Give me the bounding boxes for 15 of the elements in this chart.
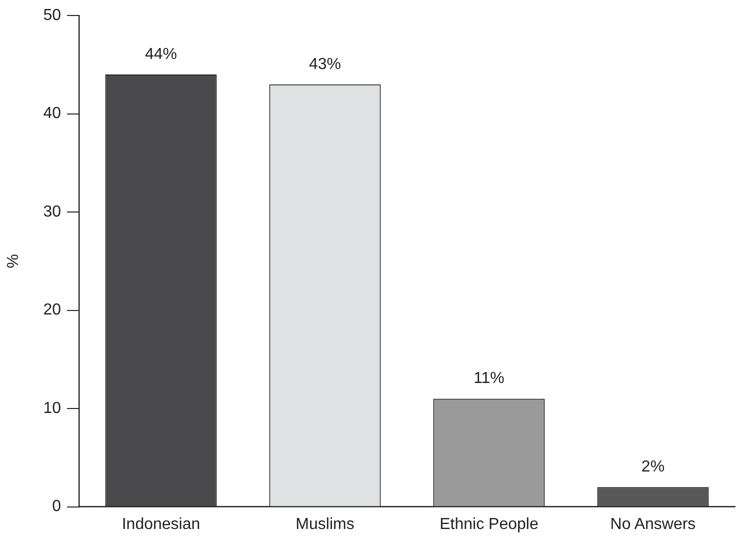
x-tick-label: No Answers	[610, 516, 696, 533]
y-tick-label: 30	[43, 203, 62, 220]
data-label: 2%	[641, 458, 665, 476]
data-label: 11%	[474, 370, 504, 388]
y-tick-label: 40	[43, 105, 62, 122]
data-label: 43%	[308, 56, 342, 73]
x-tick-label: Muslims	[296, 516, 354, 533]
y-tick-label: 50	[43, 7, 62, 24]
y-tick-label: 20	[43, 302, 62, 319]
y-tick-label: 0	[52, 498, 62, 516]
data-label: 44%	[144, 46, 178, 63]
y-axis-title: %	[5, 254, 22, 268]
x-tick-label: Ethnic People	[440, 516, 538, 533]
y-tick-label: 10	[43, 400, 62, 417]
x-tick-label: Indonesian	[122, 516, 200, 533]
